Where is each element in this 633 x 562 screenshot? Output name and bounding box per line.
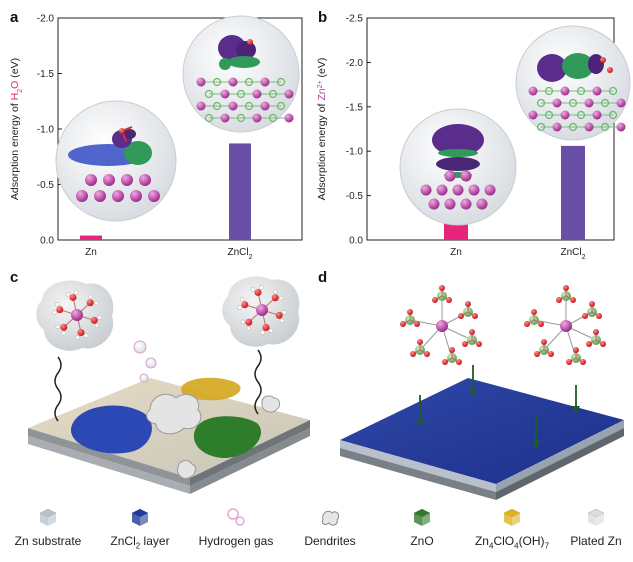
legend-item-zn4clo4oh7: Zn4ClO4(OH)7 <box>462 506 562 550</box>
legend-item-zno: ZnO <box>372 506 472 548</box>
legend-label: Hydrogen gas <box>198 534 274 548</box>
legend-label: ZnO <box>410 534 434 548</box>
y-tick-label: -2.0 <box>346 58 364 69</box>
y-tick-label: -1.5 <box>37 69 55 80</box>
dendrite-cluster <box>146 393 202 435</box>
legend-item-zn-substrate: Zn substrate <box>0 506 98 548</box>
illustration-d <box>340 285 624 500</box>
plated-zn-icon <box>587 508 605 526</box>
zn4clo4oh7-icon <box>503 508 521 526</box>
hydrogen-gas-icon <box>227 508 245 526</box>
legend-item-plated-zn: Plated Zn <box>546 506 633 548</box>
panel-letter-b: b <box>318 9 327 26</box>
legend-item-zncl2-layer: ZnCl2 layer <box>90 506 190 550</box>
y-tick-label: 0.0 <box>349 236 363 247</box>
zn-substrate-icon <box>39 508 57 526</box>
legend-label: Dendrites <box>304 534 356 548</box>
zncl2-layer-icon <box>131 508 149 526</box>
panel-letter-a: a <box>10 9 19 26</box>
legend-item-dendrites: Dendrites <box>280 506 380 548</box>
zncl2-patch <box>70 405 152 454</box>
legend-label: Zn4ClO4(OH)7 <box>474 534 550 551</box>
zn4clo4oh7-patch <box>181 377 241 401</box>
y-axis-title: Adsorption energy of H2O (eV) <box>9 58 24 200</box>
panel-letter-d: d <box>318 269 327 286</box>
inset-zn-h2o <box>55 100 177 222</box>
y-tick-label: -1.5 <box>346 102 364 113</box>
dendrite-small-2 <box>177 460 196 479</box>
legend-item-hydrogen-gas: Hydrogen gas <box>186 506 286 548</box>
y-tick-label: -2.5 <box>346 14 364 25</box>
illustration-c <box>28 276 310 494</box>
plot-frame <box>366 17 615 241</box>
inset-zncl2-zn2plus <box>515 25 631 141</box>
y-tick-label: -0.5 <box>346 191 364 202</box>
legend-label: ZnCl2 layer <box>110 534 170 551</box>
panel-letter-c: c <box>10 269 18 286</box>
y-axis-title: Adsorption energy of Zn2+ (eV) <box>316 58 328 201</box>
zno-patch <box>193 416 262 458</box>
inset-zncl2-h2o <box>182 15 300 133</box>
legend: Zn substrate ZnCl2 layer Hydrogen gas Dendr… <box>0 506 633 562</box>
dendrites-icon <box>322 510 340 526</box>
bar-zncl2 <box>229 143 251 240</box>
y-tick-label: -1.0 <box>37 125 55 136</box>
x-tick-label: Zn <box>85 247 97 258</box>
x-tick-label: ZnCl2 <box>560 247 585 261</box>
figure-canvas: a b c d 0.0 -0.5 -1.0 -1.5 -2.0 Zn ZnCl2 Adsorp… <box>9 9 631 500</box>
inset-zn-zn2plus <box>399 108 517 226</box>
y-tick-label: -0.5 <box>37 180 55 191</box>
legend-label: Plated Zn <box>570 534 622 548</box>
bar-zncl2 <box>561 145 585 240</box>
y-tick-label: 0.0 <box>40 236 54 247</box>
bar-zn <box>80 235 102 240</box>
x-tick-label: ZnCl2 <box>227 247 252 261</box>
chart-b: 0.0 -0.5 -1.0 -1.5 -2.0 -2.5 Zn ZnCl2 Adsorption… <box>316 14 615 261</box>
dendrite-small-1 <box>261 395 281 413</box>
y-tick-label: -1.0 <box>346 147 364 158</box>
legend-label: Zn substrate <box>14 534 82 548</box>
chart-a: 0.0 -0.5 -1.0 -1.5 -2.0 Zn ZnCl2 Adsorption ene… <box>9 14 303 261</box>
y-tick-label: -2.0 <box>37 14 55 25</box>
zno-icon <box>413 508 431 526</box>
x-tick-label: Zn <box>450 247 462 258</box>
